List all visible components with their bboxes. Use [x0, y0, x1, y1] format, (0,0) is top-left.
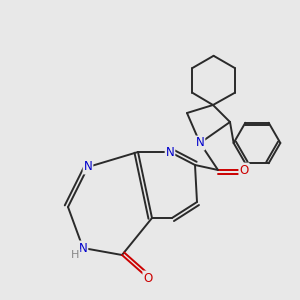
Text: O: O: [239, 164, 249, 176]
Text: N: N: [79, 242, 87, 254]
Text: N: N: [196, 136, 204, 149]
Text: N: N: [166, 146, 174, 158]
Text: H: H: [71, 250, 80, 260]
Text: O: O: [143, 272, 153, 284]
Text: N: N: [84, 160, 92, 173]
